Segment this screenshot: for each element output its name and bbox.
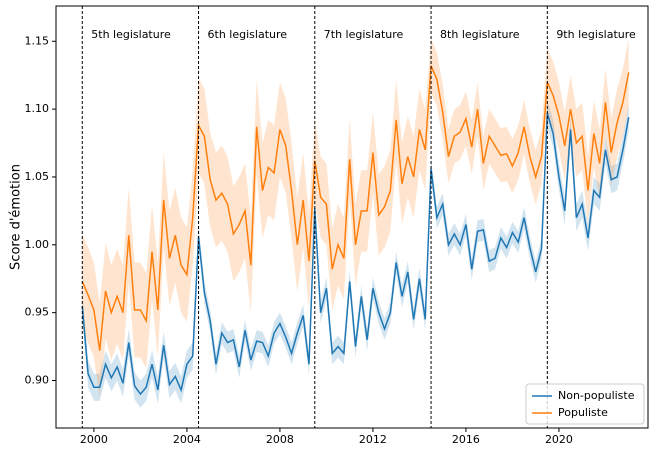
line	[81, 65, 630, 351]
y-tick-label: 1.05	[25, 170, 50, 183]
x-tick-label: 2016	[452, 433, 480, 446]
y-tick-label: 0.95	[25, 306, 50, 319]
y-tick-label: 0.90	[25, 374, 50, 387]
legend-label: Non-populiste	[558, 389, 635, 402]
legislature-label: 5th legislature	[91, 28, 171, 41]
x-tick-label: 2000	[80, 433, 108, 446]
x-tick-label: 2012	[359, 433, 387, 446]
x-tick-label: 2008	[266, 433, 294, 446]
legislature-label: 9th legislature	[556, 28, 636, 41]
legend-box	[525, 383, 645, 425]
confidence-band	[82, 38, 629, 399]
plot-frame	[55, 5, 649, 429]
y-axis-label: Score d'émotion	[9, 164, 24, 270]
x-tick-label: 2020	[545, 433, 573, 446]
line	[81, 112, 630, 396]
y-tick-label: 1.10	[25, 102, 50, 115]
y-tick-label: 1.00	[25, 238, 50, 251]
y-tick-label: 1.15	[25, 34, 50, 47]
legend-label: Populiste	[558, 406, 608, 419]
legislature-label: 6th legislature	[208, 28, 288, 41]
x-tick-label: 2004	[173, 433, 201, 446]
legislature-label: 8th legislature	[440, 28, 520, 41]
legislature-label: 7th legislature	[324, 28, 404, 41]
